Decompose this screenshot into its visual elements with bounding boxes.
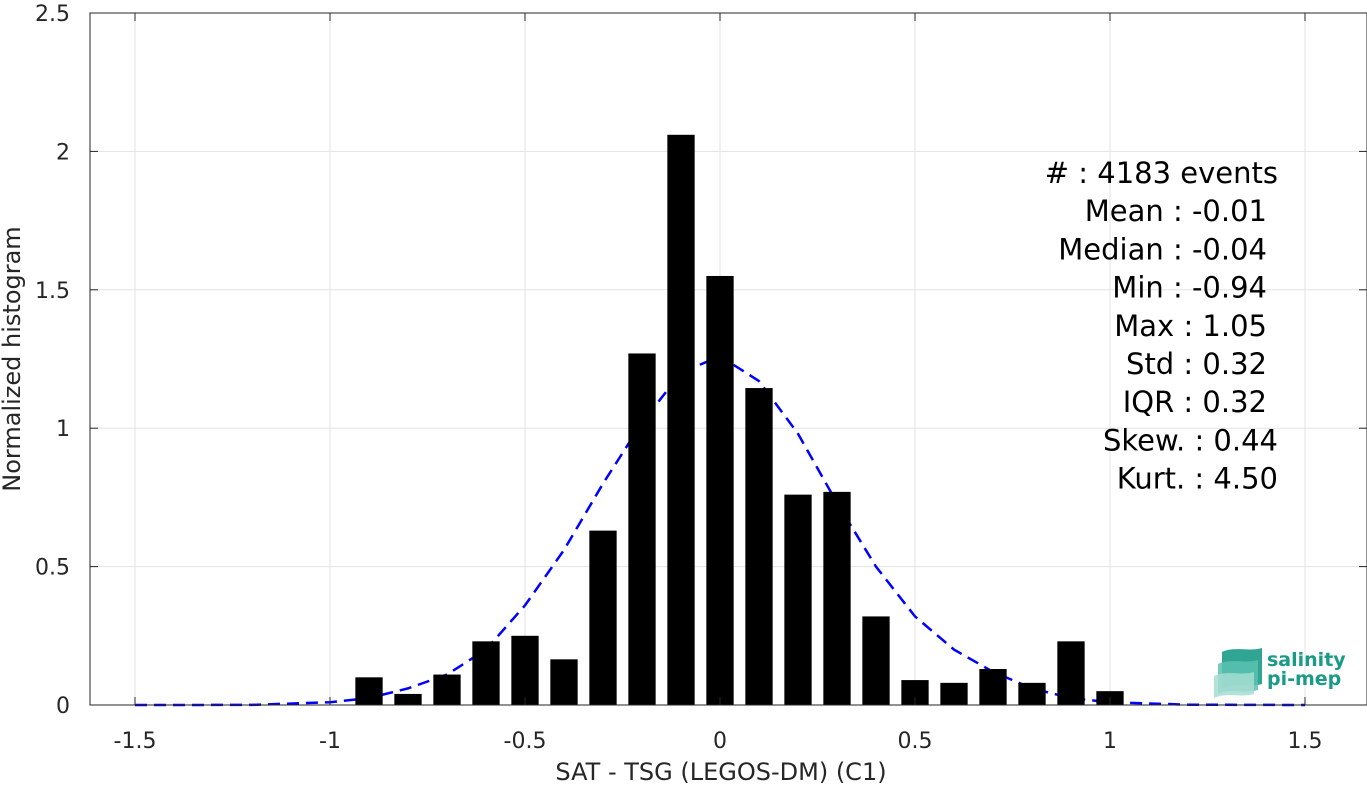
histogram-bar bbox=[1018, 682, 1046, 705]
y-tick-label: 0.5 bbox=[35, 556, 70, 581]
y-axis-ticks: 0 0.5 1 1.5 2 2.5 bbox=[35, 2, 1367, 719]
x-tick-label: -1 bbox=[319, 729, 341, 754]
salinity-pi-mep-logo: salinity pi-mep bbox=[1214, 648, 1346, 698]
stat-line: # : 4183 events bbox=[1045, 156, 1278, 190]
x-tick-label: -0.5 bbox=[504, 729, 547, 754]
histogram-bar bbox=[355, 677, 383, 705]
histogram-bar bbox=[940, 682, 968, 705]
histogram-bars bbox=[355, 134, 1124, 706]
y-axis-label: Normalized histogram bbox=[0, 226, 26, 491]
histogram-bar bbox=[394, 693, 422, 705]
histogram-bar bbox=[979, 669, 1007, 705]
y-tick-label: 0 bbox=[56, 694, 70, 719]
stat-line: Mean : -0.01 bbox=[1085, 194, 1267, 228]
y-tick-label: 2.5 bbox=[35, 2, 70, 27]
x-tick-label: 1.5 bbox=[1288, 729, 1323, 754]
x-tick-label: 1 bbox=[1103, 729, 1117, 754]
stat-line: Max : 1.05 bbox=[1114, 309, 1267, 343]
histogram-bar bbox=[589, 530, 617, 705]
histogram-bar bbox=[745, 388, 773, 705]
histogram-bar bbox=[1057, 641, 1085, 705]
y-tick-label: 2 bbox=[56, 140, 70, 165]
logo-line-salinity: salinity bbox=[1267, 649, 1346, 671]
histogram-bar bbox=[433, 674, 461, 705]
histogram-bar bbox=[784, 494, 812, 705]
histogram-bar bbox=[628, 353, 656, 705]
x-tick-label: 0 bbox=[713, 729, 727, 754]
logo-line-pi-mep: pi-mep bbox=[1267, 668, 1341, 690]
stat-line: Min : -0.94 bbox=[1112, 271, 1267, 305]
y-tick-label: 1 bbox=[56, 417, 70, 442]
histogram-bar bbox=[823, 491, 851, 705]
x-tick-label: 0.5 bbox=[898, 729, 933, 754]
stat-line: Skew. : 0.44 bbox=[1103, 423, 1278, 457]
plot-frame bbox=[89, 12, 1367, 706]
stat-line: Median : -0.04 bbox=[1058, 232, 1267, 266]
histogram-bar bbox=[667, 134, 695, 706]
histogram-bar bbox=[706, 275, 734, 705]
statistics-box: # : 4183 events Mean : -0.01 Median : -0.0… bbox=[1045, 156, 1278, 496]
wave-logo-icon bbox=[1214, 648, 1262, 698]
histogram-bar bbox=[472, 641, 500, 705]
stat-line: IQR : 0.32 bbox=[1123, 385, 1267, 419]
stat-line: Kurt. : 4.50 bbox=[1117, 462, 1278, 496]
stat-line: Std : 0.32 bbox=[1126, 347, 1267, 381]
histogram-bar bbox=[862, 616, 890, 705]
x-axis-label: SAT - TSG (LEGOS-DM) (C1) bbox=[555, 758, 886, 785]
histogram-bar bbox=[550, 659, 578, 705]
histogram-bar bbox=[511, 635, 539, 705]
x-tick-label: -1.5 bbox=[114, 729, 157, 754]
y-tick-label: 1.5 bbox=[35, 279, 70, 304]
x-axis-ticks: -1.5 -1 -0.5 0 0.5 1 1.5 bbox=[114, 13, 1323, 754]
